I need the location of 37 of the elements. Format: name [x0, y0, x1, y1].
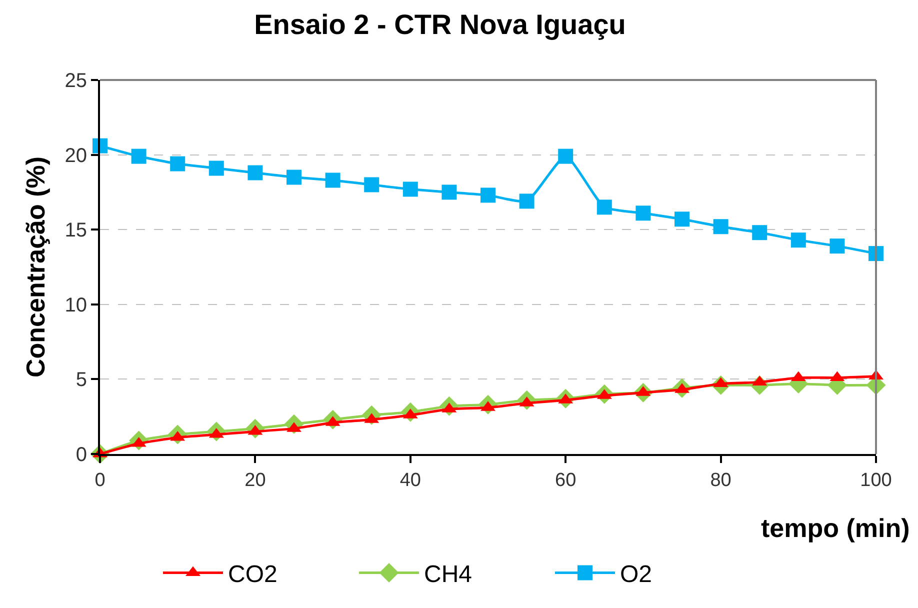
point: [402, 182, 418, 197]
point: [442, 184, 457, 200]
y-tick-label: 25: [64, 70, 87, 92]
point: [519, 194, 534, 209]
point: [790, 232, 806, 248]
point: [325, 172, 340, 188]
x-tick-label: 0: [94, 470, 106, 491]
chart-title: Ensaio 2 - CTR Nova Iguaçu: [254, 8, 626, 40]
x-tick-label: 20: [244, 470, 266, 491]
point: [674, 212, 690, 227]
x-tick-label: 100: [860, 470, 892, 491]
x-tick-label: 80: [710, 470, 732, 491]
point: [596, 200, 612, 215]
point: [286, 170, 302, 185]
point: [170, 156, 186, 172]
y-tick-label: 5: [76, 369, 87, 392]
point: [131, 148, 146, 164]
point: [830, 238, 845, 254]
y-axis-title: Concentração (%): [20, 156, 51, 378]
legend-label: CH4: [424, 561, 472, 588]
point: [636, 206, 651, 221]
point: [480, 188, 496, 203]
x-tick-label: 60: [555, 470, 576, 491]
point: [364, 177, 380, 192]
point: [558, 148, 574, 164]
point: [752, 225, 768, 240]
point: [248, 165, 263, 180]
y-tick-label: 0: [76, 444, 87, 466]
legend-label: CO2: [228, 561, 278, 588]
y-tick-label: 20: [64, 144, 87, 167]
point: [208, 160, 224, 176]
point: [713, 219, 728, 234]
legend-label: O2: [620, 561, 652, 588]
x-tick-label: 40: [400, 470, 421, 491]
y-tick-label: 15: [64, 220, 87, 242]
x-axis-title: tempo (min): [761, 513, 910, 543]
y-tick-label: 10: [64, 294, 87, 316]
